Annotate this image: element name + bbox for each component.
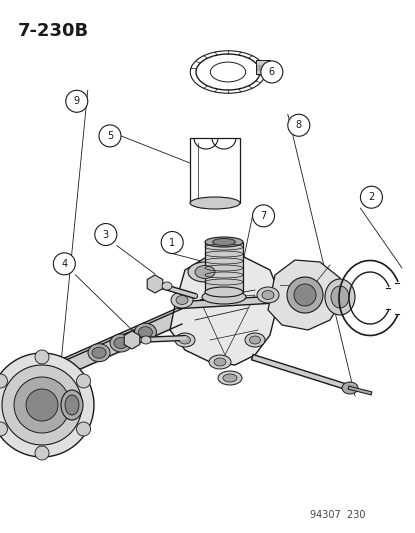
Ellipse shape [195,265,215,279]
Ellipse shape [245,333,265,347]
Ellipse shape [257,287,279,303]
Ellipse shape [205,287,243,297]
Circle shape [252,205,275,227]
Ellipse shape [141,336,151,344]
Ellipse shape [331,286,349,308]
Text: 6: 6 [269,67,275,77]
Circle shape [53,253,76,275]
Bar [256,60,270,74]
Text: 9: 9 [74,96,80,106]
Ellipse shape [162,282,172,290]
Text: 3: 3 [103,230,109,239]
Ellipse shape [223,374,237,382]
Circle shape [35,446,49,460]
Ellipse shape [188,262,222,282]
Ellipse shape [171,292,193,308]
Circle shape [360,186,383,208]
Ellipse shape [214,358,226,366]
Circle shape [294,284,316,306]
Polygon shape [147,275,163,293]
Text: 5: 5 [107,131,113,141]
Ellipse shape [325,279,355,315]
Ellipse shape [205,237,243,247]
Polygon shape [268,260,342,330]
Ellipse shape [209,355,231,369]
Circle shape [287,277,323,313]
Ellipse shape [134,323,156,341]
Circle shape [99,125,121,147]
Ellipse shape [342,382,358,394]
Circle shape [2,365,82,445]
Ellipse shape [175,333,195,347]
Circle shape [261,61,283,83]
Circle shape [0,422,7,436]
Text: 7-230B: 7-230B [18,22,89,40]
Text: 4: 4 [61,259,67,269]
Ellipse shape [110,334,132,352]
Text: 7: 7 [260,211,267,221]
Ellipse shape [88,344,110,362]
Polygon shape [170,255,280,365]
Circle shape [0,374,7,388]
Circle shape [95,223,117,246]
Ellipse shape [92,347,106,358]
Text: 8: 8 [296,120,302,130]
Circle shape [35,350,49,364]
Polygon shape [124,331,140,349]
Circle shape [26,389,58,421]
Text: 94307  230: 94307 230 [310,510,366,520]
Ellipse shape [65,395,79,415]
Ellipse shape [218,371,242,385]
Circle shape [77,422,90,436]
Circle shape [288,114,310,136]
Ellipse shape [61,390,83,420]
Ellipse shape [138,327,152,338]
Circle shape [0,353,94,457]
Ellipse shape [202,290,246,304]
Ellipse shape [262,290,274,300]
Circle shape [66,90,88,112]
Circle shape [77,374,90,388]
Bar [190,138,240,203]
Circle shape [161,231,183,254]
Bar [205,242,243,292]
Circle shape [14,377,70,433]
Ellipse shape [190,197,240,209]
Ellipse shape [212,238,235,246]
Ellipse shape [180,336,190,344]
Ellipse shape [176,295,188,304]
Text: 2: 2 [368,192,375,202]
Ellipse shape [249,336,261,344]
Text: 1: 1 [169,238,175,247]
Ellipse shape [114,337,128,349]
